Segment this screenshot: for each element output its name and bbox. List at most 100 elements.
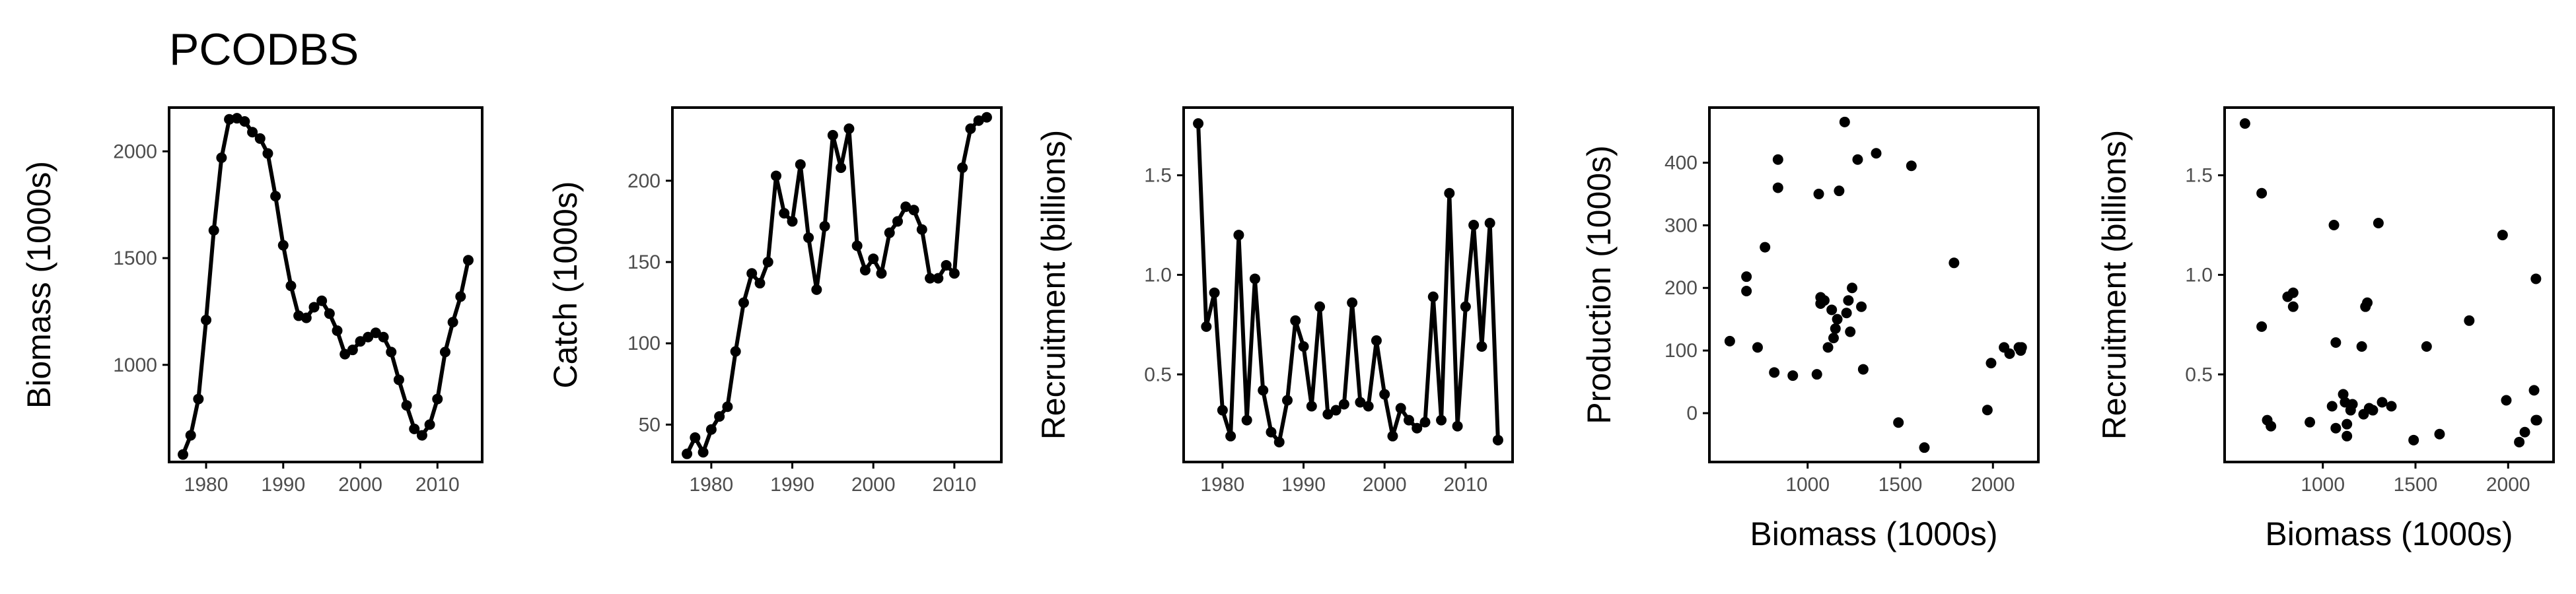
y-tick-label: 0.5	[2185, 364, 2213, 385]
data-point	[224, 114, 235, 125]
data-point	[340, 348, 351, 360]
data-point	[185, 430, 196, 441]
x-tick-label: 1990	[770, 474, 814, 496]
data-point	[698, 447, 709, 458]
data-point	[1322, 409, 1334, 420]
data-point	[941, 259, 952, 271]
data-point	[439, 346, 450, 358]
data-point	[1919, 442, 1930, 453]
data-point	[1306, 401, 1317, 412]
data-point	[1468, 219, 1480, 230]
panel-border	[168, 106, 483, 463]
data-point	[2528, 385, 2540, 396]
data-point	[1852, 154, 1863, 165]
data-point	[762, 257, 773, 268]
data-point	[193, 393, 204, 405]
data-point	[2421, 341, 2432, 352]
data-point	[1371, 335, 1382, 346]
data-point	[1772, 182, 1783, 193]
data-point	[1201, 321, 1212, 332]
data-point	[1460, 301, 1471, 312]
data-point	[916, 224, 927, 235]
data-point	[803, 232, 814, 244]
y-tick-label: 2000	[113, 141, 157, 162]
x-tick-label: 1990	[1281, 474, 1326, 496]
data-point	[746, 268, 758, 279]
data-point	[1830, 323, 1841, 334]
data-point	[2342, 430, 2353, 442]
data-point	[1847, 282, 1858, 294]
data-point	[2386, 401, 2397, 412]
data-point	[2373, 217, 2384, 228]
data-point	[965, 123, 976, 135]
y-axis-title: Recruitment (billions)	[1035, 130, 1072, 440]
x-tick-label: 1000	[2301, 474, 2345, 496]
y-tick-label: 1500	[113, 248, 157, 269]
x-tick-label: 1500	[2394, 474, 2438, 496]
data-point	[424, 419, 435, 430]
data-point	[771, 170, 782, 182]
data-point	[1282, 395, 1293, 406]
data-point	[247, 127, 258, 138]
data-point	[324, 308, 335, 319]
data-point	[1193, 118, 1204, 129]
data-point	[386, 346, 397, 358]
data-point	[308, 302, 320, 313]
data-point	[1841, 308, 1852, 319]
x-tick-label: 2010	[932, 474, 976, 496]
y-tick-label: 1.0	[1144, 264, 1172, 286]
data-point	[2015, 345, 2026, 356]
data-point	[2330, 337, 2342, 348]
data-point	[370, 327, 381, 339]
y-tick-label: 1000	[113, 354, 157, 376]
x-tick-label: 2000	[338, 474, 382, 496]
data-point	[2408, 434, 2419, 446]
data-point	[1363, 401, 1374, 412]
y-axis-title: Recruitment (billions)	[2096, 130, 2133, 440]
data-point	[779, 208, 790, 219]
data-point	[239, 116, 250, 127]
data-point	[1444, 187, 1455, 199]
x-tick-label: 2000	[1363, 474, 1407, 496]
data-point	[1427, 291, 1439, 302]
y-tick-label: 200	[627, 170, 661, 192]
data-point	[1843, 295, 1854, 306]
data-point	[355, 336, 366, 347]
data-point	[1484, 217, 1495, 228]
data-point	[1387, 430, 1398, 442]
data-point	[1298, 341, 1309, 352]
data-point	[1811, 369, 1822, 380]
data-point	[1845, 326, 1856, 337]
x-tick-label: 1000	[1785, 474, 1830, 496]
data-point	[722, 401, 733, 412]
data-point	[378, 331, 389, 343]
data-point	[957, 162, 968, 174]
data-point	[1233, 230, 1244, 241]
data-point	[409, 423, 420, 434]
data-point	[1828, 333, 1839, 344]
data-point	[277, 240, 289, 251]
data-point	[401, 400, 412, 411]
data-point	[851, 240, 863, 251]
panel-border	[2223, 106, 2555, 463]
data-point	[900, 201, 912, 213]
data-point	[301, 312, 312, 323]
data-point	[447, 317, 458, 328]
biomass-panel: 1980 1990 2000 2010 1000 1500 2000 Biomass (100…	[20, 106, 483, 496]
y-axis-title: Biomass (1000s)	[20, 161, 57, 409]
data-point	[1982, 405, 1993, 416]
data-point	[1419, 416, 1431, 428]
data-point	[1760, 242, 1771, 253]
y-tick-label: 100	[1664, 340, 1698, 362]
y-tick-label: 1.5	[1144, 165, 1172, 187]
data-point	[868, 253, 879, 265]
recruitment-panel: 1980 1990 2000 2010 0.5 1.0 1.5 Recruitment (bi…	[1035, 106, 1514, 496]
data-point	[2377, 397, 2388, 408]
data-point	[1314, 301, 1326, 312]
data-point	[1249, 273, 1260, 284]
x-tick-label: 2010	[415, 474, 460, 496]
data-point	[811, 284, 822, 295]
data-point	[2330, 422, 2342, 434]
data-point	[216, 152, 227, 164]
production-panel: 1000 1500 2000 0 100 200 300 400 Production (100…	[1581, 106, 2040, 552]
